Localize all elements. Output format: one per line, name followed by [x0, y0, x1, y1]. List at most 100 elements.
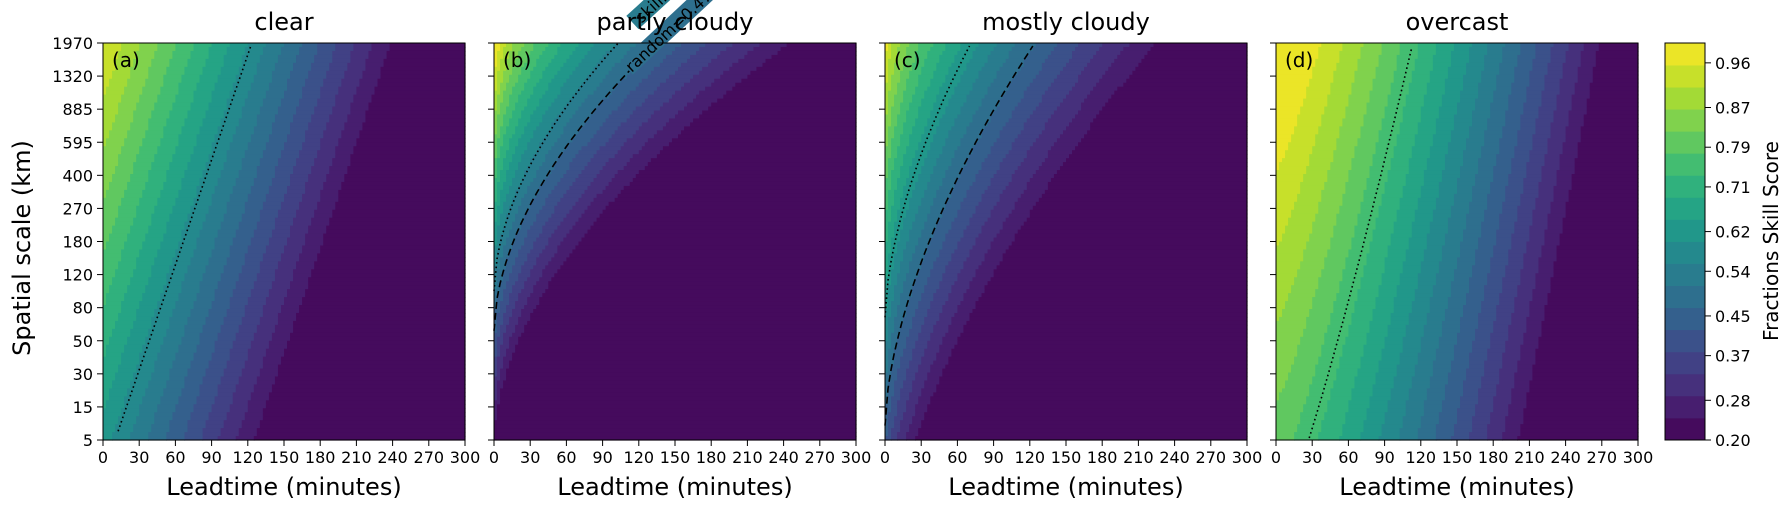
contour-band-cell	[1475, 106, 1491, 112]
contour-band-cell	[1384, 269, 1404, 274]
contour-band-cell	[256, 114, 276, 120]
contour-band-cell	[924, 130, 937, 135]
contour-band-cell	[247, 249, 267, 255]
contour-band-cell	[1066, 126, 1091, 131]
contour-band-cell	[235, 332, 255, 338]
contour-band-cell	[1276, 86, 1307, 92]
contour-band-cell	[1020, 98, 1043, 104]
contour-band-cell	[1345, 181, 1368, 187]
contour-band-cell	[1553, 197, 1570, 203]
contour-band-cell	[205, 265, 225, 270]
contour-band-cell	[250, 241, 270, 247]
contour-band-cell	[103, 412, 122, 417]
contour-band-cell	[362, 70, 382, 76]
contour-band-cell	[506, 43, 513, 48]
contour-band-cell	[942, 336, 958, 342]
contour-band-cell	[503, 269, 513, 274]
contour-band-cell	[915, 412, 925, 417]
contour-band-cell	[494, 336, 498, 342]
contour-band-cell	[308, 70, 327, 76]
contour-band-cell	[996, 138, 1016, 143]
x-tick-label: 60	[556, 448, 576, 467]
contour-band-cell	[1005, 154, 1028, 159]
contour-band-cell	[305, 293, 466, 298]
contour-band-cell	[268, 396, 466, 401]
contour-band-cell	[1011, 209, 1031, 215]
contour-band-cell	[1502, 54, 1518, 60]
contour-band-cell	[232, 134, 252, 139]
contour-band-cell	[277, 54, 297, 60]
contour-band-cell	[1511, 162, 1527, 167]
contour-band-cell	[909, 106, 919, 112]
contour-band-cell	[235, 388, 255, 393]
contour-band-cell	[211, 90, 231, 96]
contour-band-cell	[587, 74, 607, 80]
contour-band-cell	[314, 261, 466, 266]
contour-band-cell	[548, 150, 564, 155]
contour-band-cell	[635, 86, 658, 92]
contour-band-cell	[220, 277, 240, 282]
contour-band-cell	[596, 217, 857, 223]
contour-band-cell	[560, 221, 577, 227]
contour-band-cell	[287, 86, 303, 92]
contour-band-cell	[942, 50, 958, 56]
contour-band-cell	[975, 237, 995, 243]
contour-band-cell	[545, 177, 561, 183]
contour-band-cell	[530, 269, 543, 274]
contour-band-cell	[250, 293, 270, 298]
contour-band-cell	[1366, 102, 1389, 108]
contour-band-cell	[924, 162, 937, 167]
contour-band-cell	[888, 416, 895, 421]
contour-band-cell	[602, 78, 622, 84]
contour-band-cell	[512, 312, 522, 318]
contour-band-cell	[1444, 158, 1464, 163]
contour-band-cell	[533, 197, 546, 203]
contour-band-cell	[569, 98, 586, 104]
contour-band-cell	[109, 130, 128, 135]
contour-band-cell	[888, 102, 895, 108]
contour-band-cell	[121, 249, 140, 255]
contour-band-cell	[494, 332, 501, 338]
contour-band-cell	[524, 237, 537, 243]
contour-band-cell	[542, 269, 558, 274]
contour-band-cell	[139, 98, 158, 104]
contour-band-cell	[1363, 118, 1383, 123]
contour-band-cell	[1520, 201, 1537, 207]
contour-band-cell	[169, 114, 189, 120]
contour-band-cell	[963, 265, 980, 270]
contour-band-cell	[103, 384, 113, 389]
contour-band-cell	[536, 213, 552, 219]
contour-band-cell	[1005, 249, 1248, 255]
contour-band-cell	[524, 285, 534, 290]
contour-band-cell	[888, 400, 892, 405]
contour-band-cell	[1417, 126, 1437, 131]
contour-band-cell	[139, 360, 155, 366]
contour-band-cell	[1550, 205, 1567, 211]
contour-band-cell	[542, 249, 558, 255]
contour-band-cell	[888, 225, 895, 231]
contour-band-cell	[1050, 146, 1076, 151]
contour-band-cell	[984, 285, 1248, 290]
contour-band-cell	[942, 245, 958, 251]
contour-band-cell	[205, 320, 225, 326]
contour-band-cell	[335, 43, 354, 48]
contour-band-cell	[1544, 154, 1561, 159]
contour-band-cell	[1556, 106, 1573, 112]
contour-band-cell	[148, 177, 167, 183]
contour-band-cell	[515, 348, 857, 354]
contour-band-cell	[1294, 130, 1319, 135]
contour-band-cell	[1375, 301, 1395, 306]
contour-band-cell	[193, 408, 213, 413]
contour-band-cell	[500, 90, 504, 96]
contour-band-cell	[280, 102, 300, 108]
contour-band-cell	[154, 209, 173, 215]
contour-band-cell	[284, 249, 303, 255]
contour-band-cell	[1472, 114, 1491, 120]
contour-band-cell	[1276, 90, 1307, 96]
contour-band-cell	[906, 78, 919, 84]
contour-band-cell	[584, 209, 604, 215]
contour-band-cell	[166, 170, 186, 175]
contour-band-cell	[1399, 50, 1419, 56]
contour-band-cell	[978, 74, 998, 80]
contour-band-cell	[503, 166, 510, 171]
